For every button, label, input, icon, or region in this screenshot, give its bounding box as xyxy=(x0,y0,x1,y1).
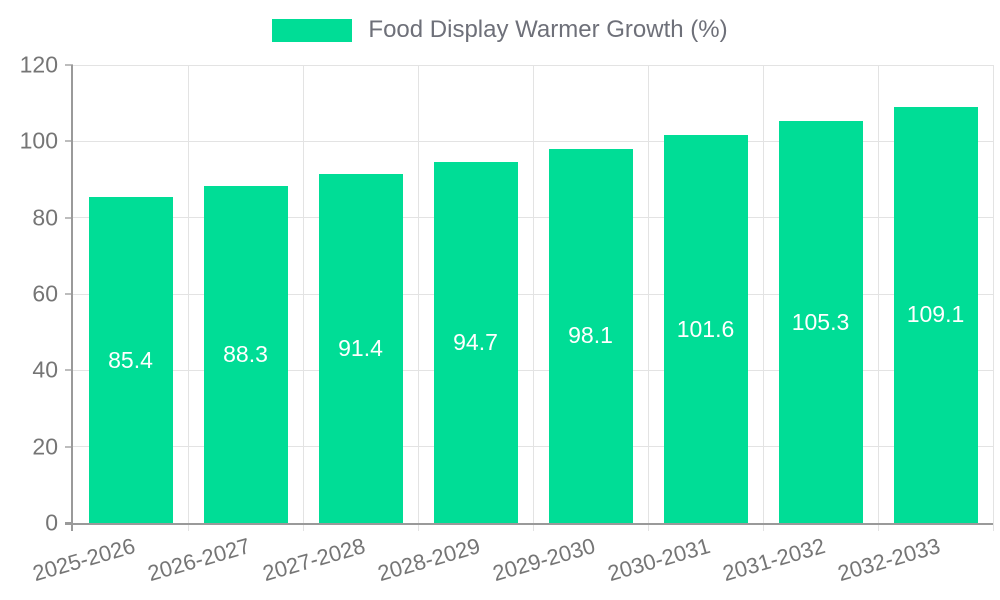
bar-2028-2029[interactable]: 94.7 xyxy=(433,161,518,523)
chart-legend: Food Display Warmer Growth (%) xyxy=(0,16,1000,44)
bar-value-label-2027-2028: 91.4 xyxy=(338,335,383,362)
x-gridline-3 xyxy=(417,65,419,531)
y-axis-line xyxy=(71,65,73,531)
y-tick-100 xyxy=(65,140,73,143)
bar-2027-2028[interactable]: 91.4 xyxy=(318,174,403,523)
y-tick-20 xyxy=(65,445,73,448)
bar-2026-2027[interactable]: 88.3 xyxy=(203,185,288,523)
bar-2030-2031[interactable]: 101.6 xyxy=(663,135,748,523)
x-gridline-8 xyxy=(992,65,994,531)
bar-value-label-2030-2031: 101.6 xyxy=(676,315,735,342)
bar-value-label-2032-2033: 109.1 xyxy=(906,301,965,328)
y-tick-60 xyxy=(65,293,73,295)
x-axis-line xyxy=(65,523,993,525)
y-axis-label-20: 20 xyxy=(32,433,58,460)
x-gridline-7 xyxy=(877,65,879,531)
bar-value-label-2029-2030: 98.1 xyxy=(568,322,613,349)
y-axis-label-40: 40 xyxy=(32,356,58,383)
y-axis-label-80: 80 xyxy=(32,204,58,231)
x-gridline-5 xyxy=(647,65,649,531)
y-axis-label-100: 100 xyxy=(19,127,58,154)
bar-2029-2030[interactable]: 98.1 xyxy=(548,148,633,523)
bar-2031-2032[interactable]: 105.3 xyxy=(778,121,863,523)
y-axis-label-60: 60 xyxy=(32,280,58,307)
bar-value-label-2031-2032: 105.3 xyxy=(791,308,850,335)
y-axis-label-120: 120 xyxy=(19,51,58,78)
y-axis-label-0: 0 xyxy=(45,509,58,536)
y-tick-80 xyxy=(65,216,73,219)
bar-2032-2033[interactable]: 109.1 xyxy=(893,106,978,523)
y-tick-40 xyxy=(65,369,73,372)
x-gridline-6 xyxy=(762,65,764,531)
legend-swatch-icon xyxy=(272,18,353,42)
bar-2025-2026[interactable]: 85.4 xyxy=(88,197,173,523)
x-gridline-1 xyxy=(187,65,189,531)
legend-item-food-display-warmer-growth[interactable]: Food Display Warmer Growth (%) xyxy=(272,16,728,44)
y-tick-120 xyxy=(65,64,73,66)
bar-value-label-2028-2029: 94.7 xyxy=(453,328,498,355)
bar-value-label-2025-2026: 85.4 xyxy=(108,346,153,373)
legend-label: Food Display Warmer Growth (%) xyxy=(368,16,728,43)
x-gridline-4 xyxy=(532,65,534,531)
x-gridline-2 xyxy=(302,65,304,531)
bar-value-label-2026-2027: 88.3 xyxy=(223,340,268,367)
plot-area: 0 20 40 60 80 100 120 85.4 88.3 91.4 94.7 98.1 101.6… xyxy=(20,52,994,586)
